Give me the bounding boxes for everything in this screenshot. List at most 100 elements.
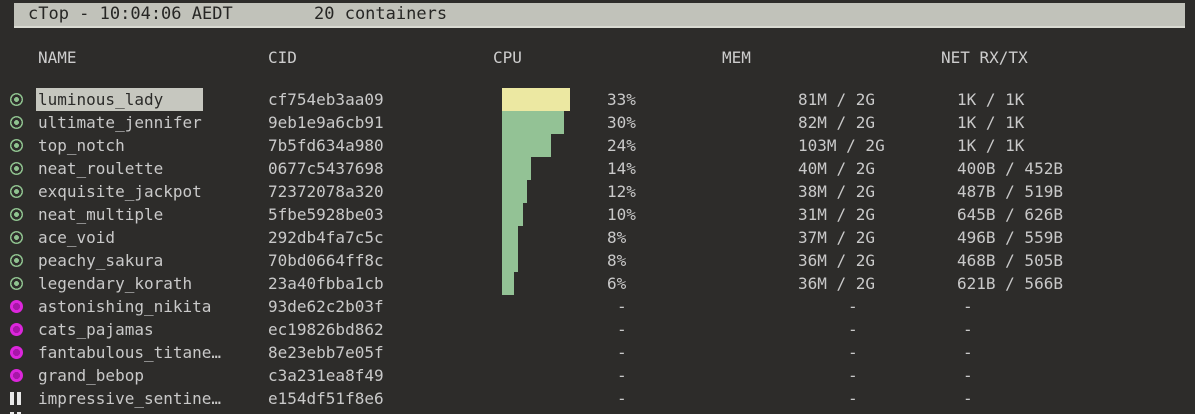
running-status-icon [10, 162, 23, 175]
container-cid: 8e23ebb7e05f [268, 343, 384, 362]
container-row[interactable]: exquisite_jackpot 72372078a320 12% 38M /… [0, 180, 1195, 203]
container-cid: 70bd0664ff8c [268, 251, 384, 270]
container-name: luminous_lady [36, 88, 203, 111]
mem-value: 103M / 2G [798, 136, 885, 155]
container-row[interactable]: ultimate_jennifer 9eb1e9a6cb91 30% 82M /… [0, 111, 1195, 134]
container-cid: cf754eb3aa09 [268, 90, 384, 109]
container-name: ultimate_jennifer [38, 113, 202, 132]
cpu-value: - [617, 389, 627, 408]
running-status-icon [10, 231, 23, 244]
net-value: 1K / 1K [957, 113, 1025, 132]
cpu-gauge-bar [502, 111, 564, 134]
cpu-gauge-bar [502, 88, 570, 111]
cpu-gauge-bar [502, 134, 551, 157]
column-header-mem: MEM [722, 48, 751, 67]
mem-value: 38M / 2G [798, 182, 876, 201]
container-cid: ec19826bd862 [268, 320, 384, 339]
running-status-icon [10, 254, 23, 267]
paused-status-icon [10, 392, 22, 405]
exited-status-icon [10, 369, 23, 382]
mem-value: 82M / 2G [798, 113, 876, 132]
container-row[interactable] [0, 410, 1195, 414]
running-status-icon [10, 277, 23, 290]
net-value: 645B / 626B [957, 205, 1063, 224]
container-row[interactable]: legendary_korath 23a40fbba1cb 6% 36M / 2… [0, 272, 1195, 295]
running-status-icon [10, 139, 23, 152]
container-name: grand_bebop [38, 366, 144, 385]
container-row[interactable]: top_notch 7b5fd634a980 24% 103M / 2G 1K … [0, 134, 1195, 157]
container-row[interactable]: grand_bebop c3a231ea8f49 - - - [0, 364, 1195, 387]
column-header-cid: CID [268, 48, 297, 67]
containers-count: 20 containers [314, 4, 448, 24]
container-cid: e154df51f8e6 [268, 389, 384, 408]
net-value: 621B / 566B [957, 274, 1063, 293]
container-list: luminous_lady cf754eb3aa09 33% 81M / 2G … [0, 88, 1195, 414]
container-row-selected[interactable]: luminous_lady cf754eb3aa09 33% 81M / 2G … [0, 88, 1195, 111]
net-value: 468B / 505B [957, 251, 1063, 270]
mem-value: - [848, 297, 858, 316]
container-row[interactable]: neat_multiple 5fbe5928be03 10% 31M / 2G … [0, 203, 1195, 226]
running-status-icon [10, 93, 23, 106]
net-value: - [963, 389, 973, 408]
container-name: impressive_sentine… [38, 389, 222, 408]
container-cid: 93de62c2b03f [268, 297, 384, 316]
container-cid: 72372078a320 [268, 182, 384, 201]
cpu-value: 30% [607, 113, 636, 132]
cpu-value: 12% [607, 182, 636, 201]
container-name: legendary_korath [38, 274, 193, 293]
container-name: ace_void [38, 228, 116, 247]
mem-value: - [848, 343, 858, 362]
running-status-icon [10, 185, 23, 198]
cpu-value: 33% [607, 90, 636, 109]
mem-value: 81M / 2G [798, 90, 876, 109]
container-row[interactable]: peachy_sakura 70bd0664ff8c 8% 36M / 2G 4… [0, 249, 1195, 272]
container-row[interactable]: fantabulous_titane… 8e23ebb7e05f - - - [0, 341, 1195, 364]
cpu-gauge-bar [502, 157, 531, 180]
container-name: top_notch [38, 136, 125, 155]
cpu-value: - [617, 343, 627, 362]
mem-value: - [848, 320, 858, 339]
cpu-value: 8% [607, 251, 627, 270]
app-title-clock: cTop - 10:04:06 AEDT [28, 4, 233, 24]
container-row[interactable]: astonishing_nikita 93de62c2b03f - - - [0, 295, 1195, 318]
net-value: 487B / 519B [957, 182, 1063, 201]
container-row[interactable]: impressive_sentine… e154df51f8e6 - - - [0, 387, 1195, 410]
mem-value: - [848, 366, 858, 385]
container-cid: c3a231ea8f49 [268, 366, 384, 385]
container-name: astonishing_nikita [38, 297, 212, 316]
mem-value: 36M / 2G [798, 251, 876, 270]
mem-value: 40M / 2G [798, 159, 876, 178]
cpu-gauge-bar [502, 272, 514, 295]
cpu-value: - [617, 366, 627, 385]
column-header-name: NAME [38, 48, 77, 67]
cpu-value: 24% [607, 136, 636, 155]
container-cid: 9eb1e9a6cb91 [268, 113, 384, 132]
cpu-gauge-bar [502, 180, 527, 203]
mem-value: 31M / 2G [798, 205, 876, 224]
container-cid: 0677c5437698 [268, 159, 384, 178]
container-name: neat_multiple [38, 205, 164, 224]
cpu-value: 10% [607, 205, 636, 224]
net-value: 1K / 1K [957, 136, 1025, 155]
cpu-value: 8% [607, 228, 627, 247]
container-row[interactable]: cats_pajamas ec19826bd862 - - - [0, 318, 1195, 341]
container-name: peachy_sakura [38, 251, 164, 270]
container-name: exquisite_jackpot [38, 182, 202, 201]
exited-status-icon [10, 323, 23, 336]
running-status-icon [10, 116, 23, 129]
net-value: - [963, 366, 973, 385]
container-row[interactable]: neat_roulette 0677c5437698 14% 40M / 2G … [0, 157, 1195, 180]
net-value: 400B / 452B [957, 159, 1063, 178]
title-bar: cTop - 10:04:06 AEDT 20 containers [14, 3, 1185, 28]
running-status-icon [10, 208, 23, 221]
container-row[interactable]: ace_void 292db4fa7c5c 8% 37M / 2G 496B /… [0, 226, 1195, 249]
container-name: fantabulous_titane… [38, 343, 222, 362]
cpu-gauge-bar [502, 226, 518, 249]
cpu-gauge-bar [502, 203, 523, 226]
container-name: cats_pajamas [38, 320, 154, 339]
cpu-value: 6% [607, 274, 627, 293]
paused-status-icon [10, 412, 22, 414]
column-headers: NAME CID CPU MEM NET RX/TX [0, 48, 1195, 68]
container-cid: 7b5fd634a980 [268, 136, 384, 155]
